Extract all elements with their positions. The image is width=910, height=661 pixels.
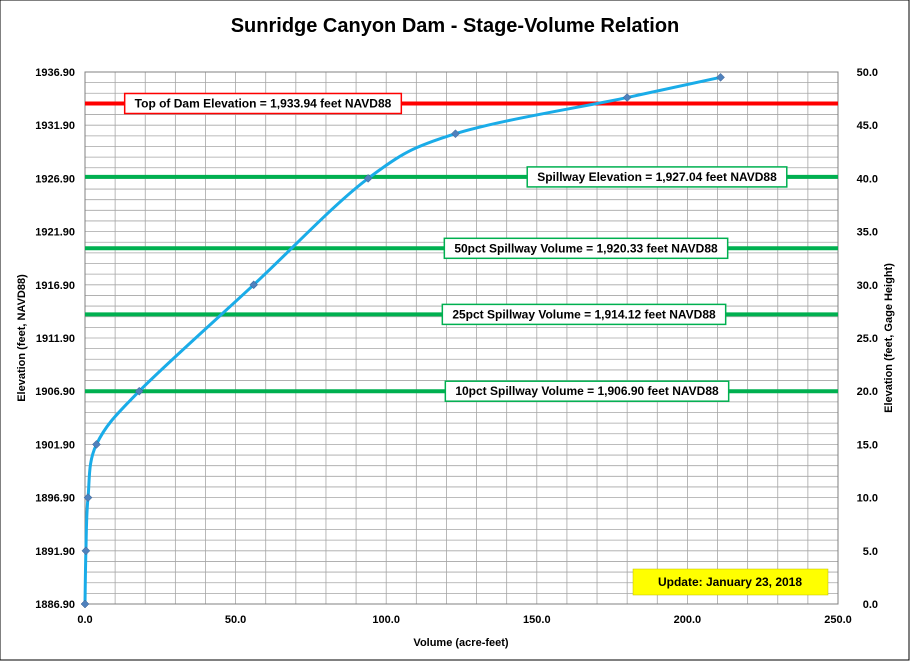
- x-tick-label: 0.0: [77, 614, 92, 626]
- y2-tick-label: 30.0: [857, 280, 878, 292]
- update-note: Update: January 23, 2018: [632, 568, 829, 596]
- reference-label-text: 50pct Spillway Volume = 1,920.33 feet NA…: [454, 241, 718, 255]
- data-point: [249, 280, 259, 290]
- x-tick-label: 100.0: [372, 614, 400, 626]
- data-point: [134, 386, 144, 396]
- y-tick-label: 1901.90: [35, 439, 75, 451]
- annotations: Top of Dam Elevation = 1,933.94 feet NAV…: [123, 92, 788, 402]
- y2-tick-label: 40.0: [857, 173, 878, 185]
- reference-label: 50pct Spillway Volume = 1,920.33 feet NA…: [443, 237, 729, 260]
- y-tick-label: 1931.90: [35, 120, 75, 132]
- data-point: [716, 72, 725, 82]
- grid: [84, 71, 839, 605]
- data-point: [622, 93, 632, 102]
- y-tick-label: 1886.90: [35, 599, 75, 611]
- y2-axis-label: Elevation (feet, Gage Height): [883, 263, 895, 413]
- reference-label-text: Spillway Elevation = 1,927.04 feet NAVD8…: [537, 170, 777, 184]
- data-point: [80, 599, 90, 609]
- reference-label-box: [441, 303, 727, 326]
- y-tick-label: 1936.90: [35, 67, 75, 79]
- update-note-text: Update: January 23, 2018: [658, 575, 802, 589]
- y2-tick-label: 50.0: [857, 67, 878, 79]
- data-point: [81, 546, 91, 556]
- reference-label-box: [526, 166, 788, 188]
- reference-label-box: [123, 92, 403, 115]
- x-tick-label: 150.0: [523, 614, 551, 626]
- y2-tick-label: 10.0: [857, 493, 878, 505]
- reference-label-text: 10pct Spillway Volume = 1,906.90 feet NA…: [455, 384, 719, 398]
- x-tick-label: 250.0: [824, 614, 852, 626]
- y-tick-label: 1891.90: [35, 546, 75, 558]
- data-point: [92, 440, 101, 449]
- y2-tick-label: 20.0: [857, 386, 878, 398]
- reference-label-box: [443, 237, 729, 260]
- data-point: [363, 174, 373, 183]
- y2-tick-label: 15.0: [857, 439, 878, 451]
- x-tick-label: 50.0: [225, 614, 246, 626]
- data-point: [83, 493, 93, 502]
- y-tick-label: 1921.90: [35, 227, 75, 239]
- reference-label: Spillway Elevation = 1,927.04 feet NAVD8…: [526, 166, 788, 188]
- y-tick-label: 1906.90: [35, 386, 75, 398]
- x-axis-label: Volume (acre-feet): [413, 637, 508, 649]
- series-layer: [80, 72, 725, 609]
- reference-label-box: [444, 380, 730, 402]
- y2-tick-label: 25.0: [857, 333, 878, 345]
- x-tick-label: 200.0: [674, 614, 702, 626]
- y-tick-label: 1926.90: [35, 173, 75, 185]
- tick-labels: 0.0 50.0 100.0 150.0 200.0 250.0 1886.90 1891.9…: [35, 67, 878, 626]
- chart-title: Sunridge Canyon Dam - Stage-Volume Relat…: [231, 15, 680, 37]
- y2-tick-label: 45.0: [857, 120, 878, 132]
- y2-tick-label: 0.0: [863, 599, 878, 611]
- reference-label: Top of Dam Elevation = 1,933.94 feet NAV…: [123, 92, 403, 115]
- reference-label-text: 25pct Spillway Volume = 1,914.12 feet NA…: [452, 307, 716, 321]
- reference-label-text: Top of Dam Elevation = 1,933.94 feet NAV…: [135, 96, 392, 110]
- y2-tick-label: 5.0: [863, 546, 878, 558]
- y-tick-label: 1911.90: [36, 333, 75, 345]
- plot-area-border: [84, 71, 839, 605]
- reference-label: 10pct Spillway Volume = 1,906.90 feet NA…: [444, 380, 730, 402]
- data-point: [451, 129, 460, 139]
- y-axis-label: Elevation (feet, NAVD88): [16, 274, 28, 402]
- reference-label: 25pct Spillway Volume = 1,914.12 feet NA…: [441, 303, 727, 326]
- y2-tick-label: 35.0: [857, 227, 878, 239]
- update-note-box: [632, 568, 829, 596]
- y-tick-label: 1916.90: [35, 280, 75, 292]
- y-tick-label: 1896.90: [35, 493, 75, 505]
